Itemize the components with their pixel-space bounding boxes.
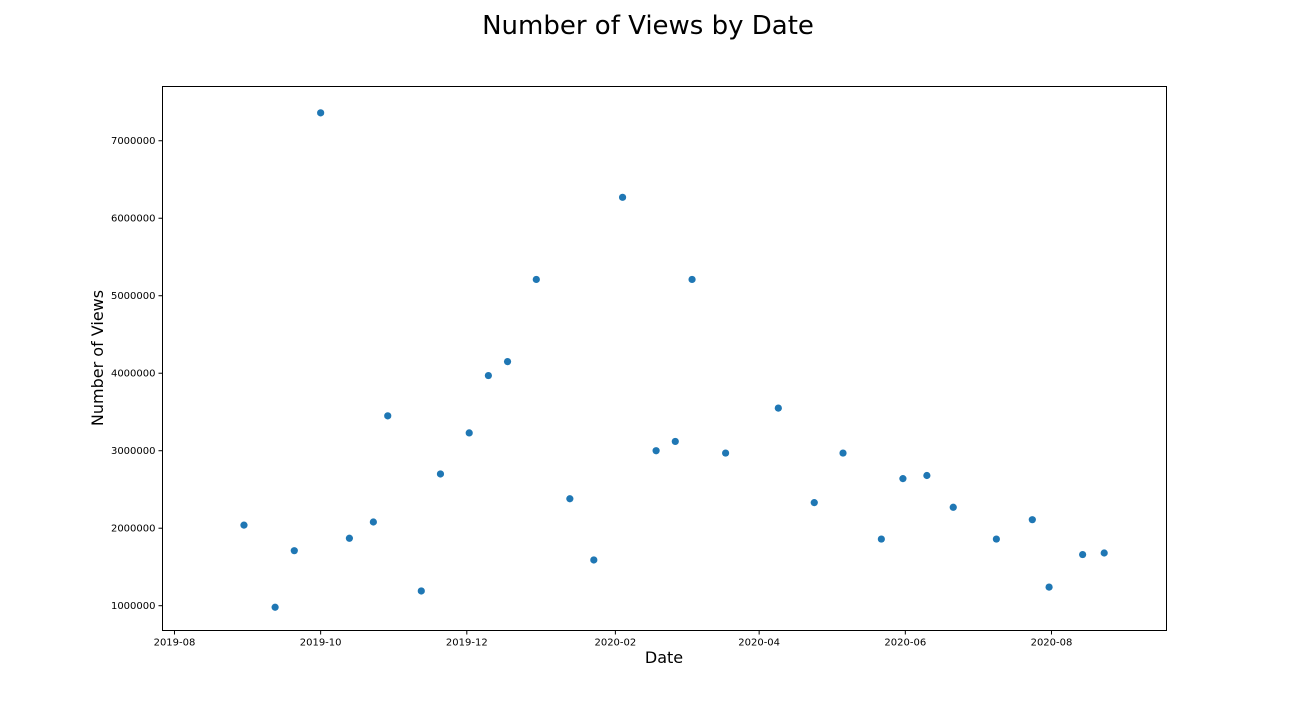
- data-point: [369, 518, 377, 526]
- x-axis-title: Date: [645, 648, 683, 667]
- data-point: [317, 109, 325, 117]
- x-tick-label: 2020-06: [884, 638, 926, 649]
- data-point: [810, 499, 818, 507]
- data-point: [774, 404, 782, 412]
- plot-area-frame: [162, 86, 1167, 631]
- chart-title: Number of Views by Date: [482, 11, 814, 41]
- x-tick-label: 2020-02: [594, 638, 636, 649]
- data-point: [436, 470, 445, 478]
- data-point: [839, 449, 847, 457]
- y-tick-label: 5000000: [111, 291, 156, 302]
- data-point: [384, 412, 392, 420]
- data-point: [240, 521, 248, 529]
- y-tick-label: 7000000: [111, 136, 156, 147]
- data-point: [949, 503, 957, 511]
- y-axis-ticks: 1000000 2000000 3000000 4000000 5000000 60000…: [111, 136, 163, 612]
- data-point: [923, 471, 931, 480]
- data-point: [345, 534, 354, 542]
- data-points: [240, 109, 1108, 611]
- data-point: [1045, 583, 1053, 591]
- x-tick-label: 2020-04: [738, 638, 780, 649]
- y-tick-label: 4000000: [111, 369, 156, 380]
- x-axis-ticks: 2019-08 2019-10 2019-12 2020-02 2020-04 2020-…: [154, 630, 1073, 649]
- x-tick-label: 2019-08: [154, 638, 196, 649]
- data-point: [671, 437, 679, 446]
- data-point: [590, 556, 598, 564]
- y-tick-label: 1000000: [111, 601, 156, 612]
- data-point: [532, 275, 540, 284]
- y-axis-title: Number of Views: [88, 290, 107, 426]
- data-point: [1100, 549, 1108, 557]
- data-point: [1079, 550, 1087, 559]
- y-tick-label: 3000000: [111, 446, 156, 457]
- data-point: [722, 449, 730, 457]
- data-point: [503, 357, 512, 366]
- data-point: [688, 275, 696, 284]
- data-point: [992, 535, 1000, 543]
- x-tick-label: 2020-08: [1031, 638, 1073, 649]
- data-point: [1028, 516, 1036, 524]
- data-point: [465, 429, 473, 437]
- data-point: [877, 535, 885, 543]
- x-tick-label: 2019-12: [446, 638, 488, 649]
- x-tick-label: 2019-10: [300, 638, 342, 649]
- data-point: [652, 447, 660, 455]
- data-point: [899, 475, 907, 483]
- data-point: [618, 193, 627, 201]
- data-point: [417, 587, 425, 595]
- data-point: [290, 547, 298, 555]
- y-tick-label: 6000000: [111, 214, 156, 225]
- data-point: [271, 603, 279, 611]
- data-point: [566, 495, 574, 503]
- data-point: [484, 371, 492, 380]
- y-tick-label: 2000000: [111, 524, 156, 535]
